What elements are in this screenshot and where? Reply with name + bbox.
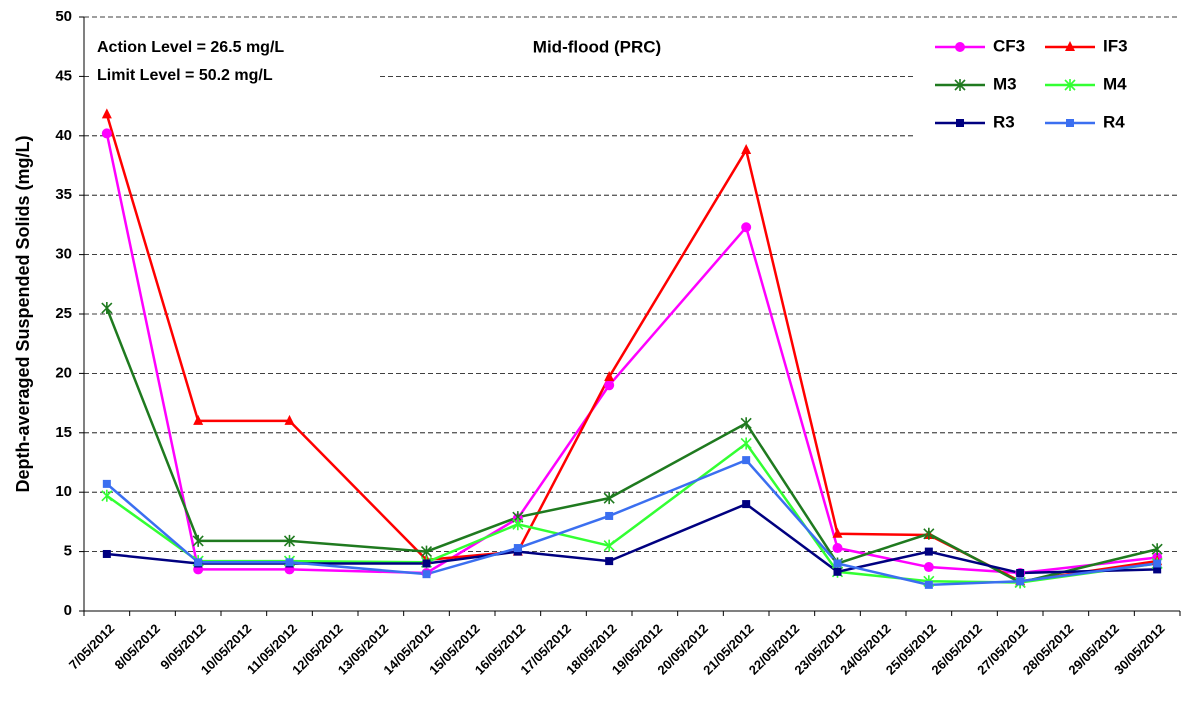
marker (923, 562, 934, 573)
y-tick-label: 0 (64, 602, 72, 619)
marker (1064, 79, 1076, 91)
marker (741, 144, 752, 155)
marker (101, 108, 112, 119)
marker (740, 437, 752, 450)
marker (1151, 543, 1163, 556)
marker (1065, 41, 1075, 51)
marker (833, 567, 842, 576)
marker (605, 511, 614, 520)
marker (102, 479, 111, 488)
marker (513, 544, 522, 553)
y-tick-label: 35 (55, 186, 72, 203)
series-line (106, 458, 1158, 587)
legend-label: R3 (993, 112, 1015, 131)
marker (924, 547, 933, 556)
marker (1153, 559, 1162, 568)
y-tick-label: 50 (55, 8, 72, 25)
marker (603, 539, 615, 552)
legend-label: CF3 (993, 36, 1025, 55)
marker (422, 570, 431, 579)
y-tick-label: 45 (55, 67, 72, 84)
marker (1153, 565, 1162, 574)
y-tick-label: 15 (55, 424, 72, 441)
marker (740, 417, 752, 430)
marker (955, 42, 965, 52)
marker (194, 558, 203, 567)
marker (832, 543, 843, 554)
marker (101, 128, 112, 139)
marker (1066, 119, 1074, 127)
marker (833, 559, 842, 568)
legend-label: R4 (1103, 112, 1125, 131)
marker (742, 456, 751, 465)
annotation: Limit Level = 50.2 mg/L (97, 67, 273, 84)
y-axis-label: Depth-averaged Suspended Solids (mg/L) (13, 135, 33, 492)
marker (604, 370, 615, 381)
y-tick-label: 5 (64, 543, 72, 560)
marker (101, 489, 113, 502)
marker (956, 119, 964, 127)
legend-label: M3 (993, 74, 1017, 93)
legend-label: IF3 (1103, 36, 1128, 55)
marker (285, 558, 294, 567)
marker (193, 414, 204, 425)
marker (832, 527, 843, 538)
marker (742, 500, 751, 509)
marker (954, 79, 966, 91)
marker (512, 518, 524, 531)
title-box (495, 30, 720, 66)
y-tick-label: 40 (55, 127, 72, 144)
marker (741, 222, 752, 233)
marker (1016, 577, 1025, 586)
series-line (105, 307, 1158, 584)
y-tick-label: 25 (55, 305, 72, 322)
annotation-box (90, 30, 380, 92)
marker (603, 492, 615, 505)
marker (192, 534, 204, 547)
series-line (105, 114, 1158, 583)
marker (924, 580, 933, 589)
marker (1016, 568, 1025, 577)
x-tick-label: 8/05/2012 (112, 621, 164, 673)
y-tick-label: 30 (55, 246, 72, 263)
chart-title: Mid-flood (PRC) (533, 37, 661, 56)
x-tick-label: 7/05/2012 (66, 621, 118, 673)
marker (420, 545, 433, 558)
marker (422, 559, 431, 568)
annotation: Action Level = 26.5 mg/L (97, 39, 284, 56)
y-tick-label: 10 (55, 483, 72, 500)
marker (923, 527, 935, 540)
marker (102, 549, 111, 558)
marker (283, 534, 296, 547)
legend (915, 25, 1177, 150)
marker (101, 302, 113, 315)
marker (605, 557, 614, 566)
marker (284, 414, 295, 425)
legend-label: M4 (1103, 74, 1127, 93)
y-tick-label: 20 (55, 364, 72, 381)
marker (604, 380, 615, 391)
